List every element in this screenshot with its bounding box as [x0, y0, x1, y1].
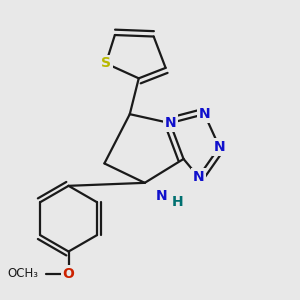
Text: O: O — [63, 267, 74, 281]
Text: N: N — [164, 116, 176, 130]
Text: S: S — [101, 56, 111, 70]
Text: N: N — [199, 107, 210, 121]
Text: N: N — [155, 189, 167, 203]
Text: N: N — [214, 140, 225, 154]
Text: H: H — [172, 195, 183, 209]
Text: N: N — [193, 170, 204, 184]
Text: OCH₃: OCH₃ — [8, 267, 39, 280]
